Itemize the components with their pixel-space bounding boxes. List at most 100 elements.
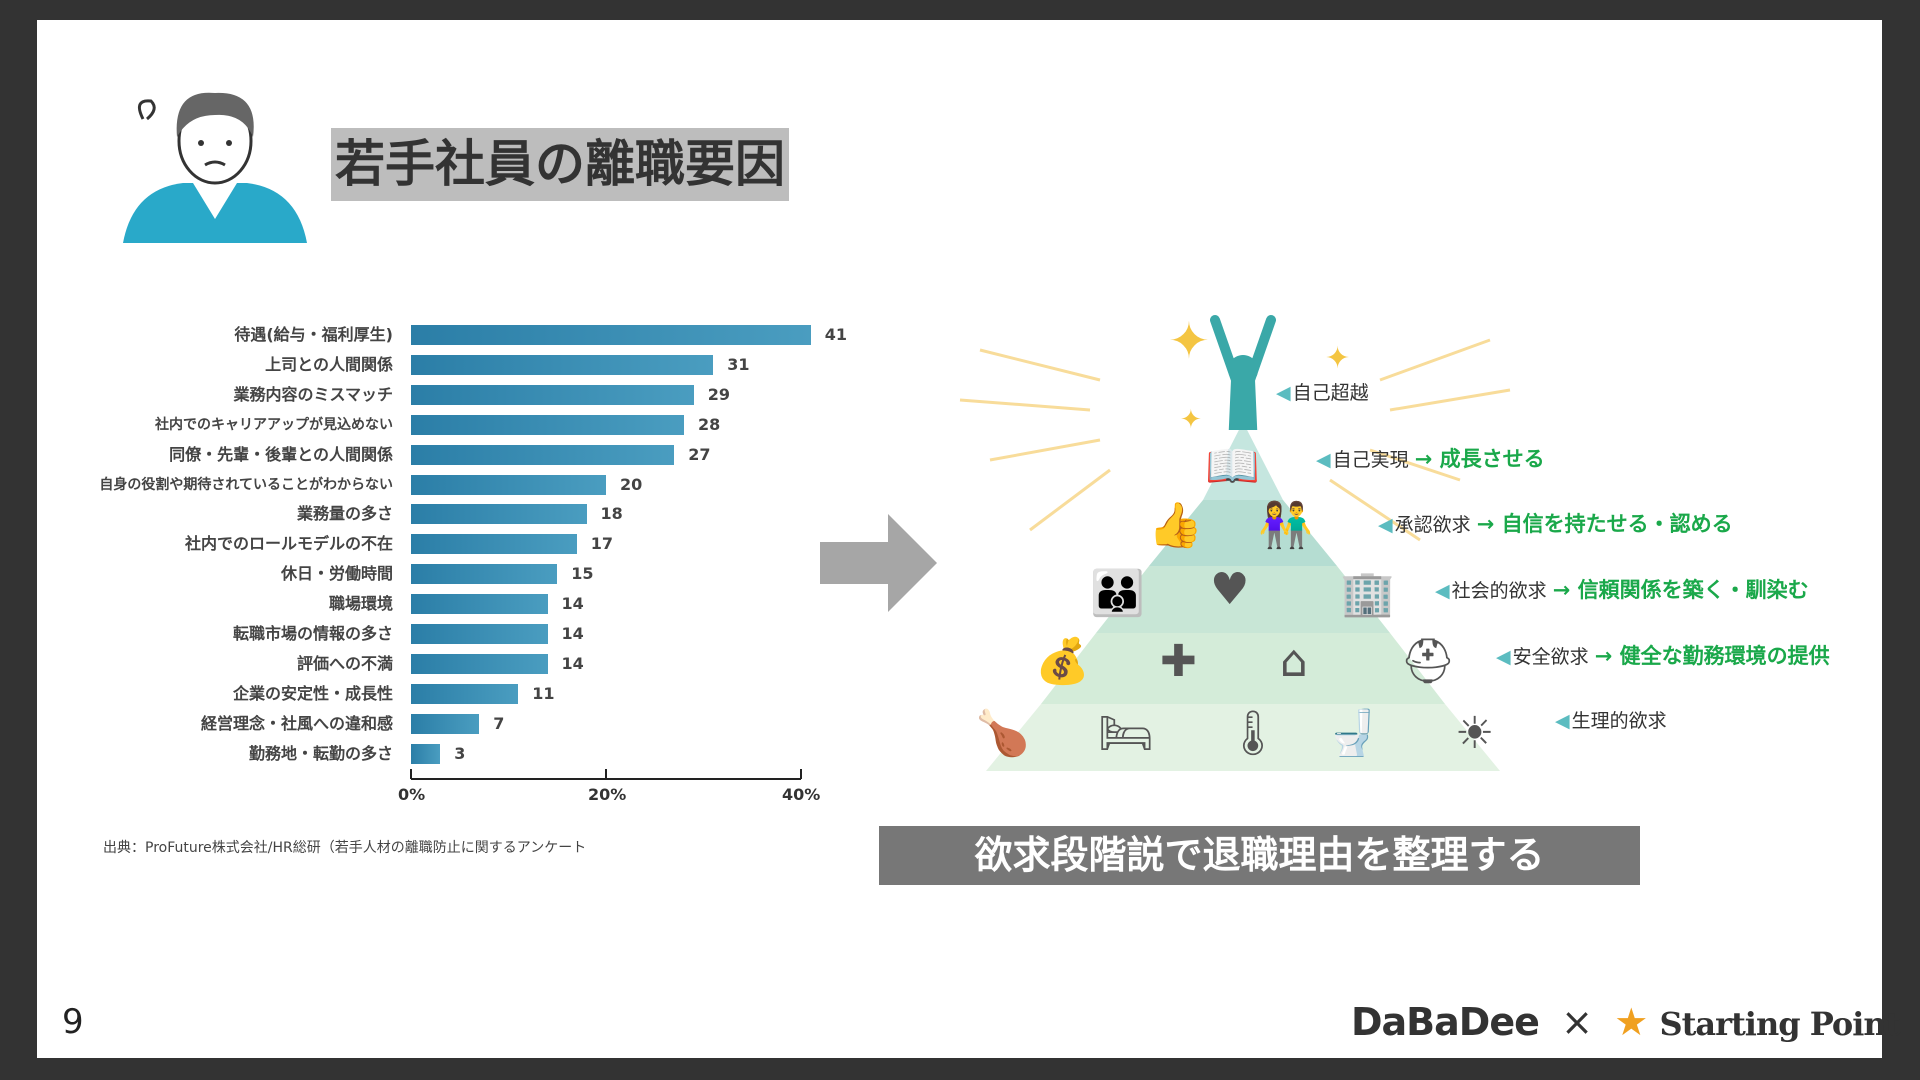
star-icon: ★ <box>1614 1000 1648 1044</box>
arrow-right-icon <box>820 514 937 612</box>
data-label: 3 <box>454 743 466 763</box>
level-name: 承認欲求 <box>1394 514 1471 536</box>
slide: 若手社員の離職要因 <box>37 20 1882 1058</box>
level-name: 安全欲求 <box>1512 646 1589 668</box>
triangle-left-icon: ◀ <box>1316 449 1331 471</box>
bar <box>411 624 548 644</box>
data-label: 27 <box>688 444 711 464</box>
pyramid-level-label: ◀ 承認欲求 → 自信を持たせる・認める <box>1378 512 1733 537</box>
first-aid-kit-icon: ✚ <box>1160 636 1197 687</box>
bar <box>411 653 548 674</box>
level-action: → 自信を持たせる・認める <box>1476 512 1733 536</box>
thermometer-icon: 🌡 <box>1225 708 1281 759</box>
family-icon: 👪 <box>1090 568 1145 619</box>
bar <box>411 414 684 435</box>
summary-banner: 欲求段階説で退職理由を整理する <box>879 826 1640 885</box>
bar <box>411 713 480 734</box>
data-label: 11 <box>532 683 555 703</box>
svg-text:✦: ✦ <box>1168 312 1210 370</box>
money-bag-icon: 💰 <box>1035 636 1090 687</box>
x-tick: 0% <box>398 785 426 804</box>
level-name: 自己実現 <box>1332 449 1409 471</box>
maslow-pyramid: ✦ ✦ ✦ <box>959 312 1511 771</box>
category-label: 休日・労働時間 <box>280 564 393 584</box>
x-axis <box>410 769 802 780</box>
pyramid-level-label: ◀ 安全欲求 → 健全な勤務環境の提供 <box>1496 644 1830 669</box>
data-label: 7 <box>493 713 505 733</box>
data-label: 14 <box>561 624 584 643</box>
people-icon: 👫 <box>1258 500 1313 551</box>
category-label: 評価への不満 <box>296 653 393 673</box>
data-label: 17 <box>590 534 614 554</box>
triangle-left-icon: ◀ <box>1435 580 1450 602</box>
category-label: 業務量の多さ <box>296 504 393 524</box>
category-label: 社内でのロールモデルの不在 <box>184 534 393 554</box>
category-label: 勤務地・転勤の多さ <box>248 743 393 763</box>
data-label: 15 <box>571 564 594 584</box>
sun-icon: ☀ <box>1455 708 1495 759</box>
bar <box>411 384 694 405</box>
data-label: 29 <box>707 384 731 404</box>
x-tick: 20% <box>588 785 627 804</box>
triangle-left-icon: ◀ <box>1555 710 1570 732</box>
category-label: 自身の役割や期待されていることがわからない <box>99 476 393 493</box>
bar <box>411 594 548 615</box>
level-name: 生理的欲求 <box>1571 710 1667 732</box>
building-icon: 🏢 <box>1340 568 1395 619</box>
bar <box>411 354 714 375</box>
category-label: 待遇(給与・福利厚生) <box>234 325 393 344</box>
brand-logos: DaBaDee × ★ Starting Point <box>1351 1000 1901 1044</box>
data-label: 20 <box>620 474 643 494</box>
category-label: 企業の安定性・成長性 <box>232 683 393 703</box>
category-label: 上司との人間関係 <box>265 354 393 374</box>
data-label: 28 <box>698 414 721 434</box>
bar <box>411 325 811 345</box>
pyramid-level-label: ◀ 自己実現 → 成長させる <box>1316 447 1545 472</box>
data-label: 14 <box>561 594 584 614</box>
category-label: 業務内容のミスマッチ <box>233 384 393 404</box>
triangle-left-icon: ◀ <box>1496 646 1511 668</box>
data-label: 18 <box>600 504 623 524</box>
bar <box>411 444 675 465</box>
bar <box>411 474 606 495</box>
level-action: → 健全な勤務環境の提供 <box>1594 644 1830 668</box>
data-label: 14 <box>561 653 584 673</box>
page-title: 若手社員の離職要因 <box>331 128 789 201</box>
category-label: 転職市場の情報の多さ <box>232 624 393 643</box>
book-icon: 📖 <box>1205 441 1260 492</box>
bar <box>411 743 441 764</box>
toilet-icon: 🚽 <box>1325 708 1380 759</box>
collab-sign: × <box>1561 1000 1593 1044</box>
svg-text:✦: ✦ <box>1180 405 1202 435</box>
svg-text:✦: ✦ <box>1325 341 1350 376</box>
category-label: 同僚・先輩・後輩との人間関係 <box>169 444 393 464</box>
pyramid-level-label: ◀ 社会的欲求 → 信頼関係を築く・馴染む <box>1435 578 1809 603</box>
bar <box>411 534 577 555</box>
category-label: 社内でのキャリアアップが見込めない <box>155 416 393 433</box>
triangle-left-icon: ◀ <box>1378 514 1393 536</box>
house-icon: ⌂ <box>1280 636 1308 687</box>
x-tick: 40% <box>782 785 821 804</box>
data-label: 41 <box>824 325 848 344</box>
dabadee-logo: DaBaDee <box>1351 1000 1540 1044</box>
bar <box>411 504 587 525</box>
level-action: → 成長させる <box>1414 447 1545 471</box>
heart-icon: ♥ <box>1210 564 1250 615</box>
source-note: 出典：ProFuture株式会社/HR総研（若手人材の離職防止に関するアンケート <box>103 840 587 856</box>
level-name: 自己超越 <box>1292 382 1369 404</box>
worried-person-illustration <box>123 92 307 243</box>
triangle-left-icon: ◀ <box>1276 382 1291 404</box>
thumbs-up-icon: 👍 <box>1148 500 1203 551</box>
helmet-icon: ⛑ <box>1400 636 1456 687</box>
level-action: → 信頼関係を築く・馴染む <box>1552 578 1809 602</box>
pyramid-level-label: ◀ 生理的欲求 <box>1555 708 1667 733</box>
level-name: 社会的欲求 <box>1451 580 1547 602</box>
bar <box>411 683 519 704</box>
pyramid-level-label: ◀ 自己超越 <box>1276 380 1369 405</box>
page-number: 9 <box>62 1002 84 1042</box>
chicken-leg-icon: 🍗 <box>975 708 1030 759</box>
starting-point-logo: Starting Point <box>1659 1005 1901 1043</box>
sleep-bed-icon: 🛏 <box>1098 708 1154 759</box>
bar <box>411 564 558 585</box>
category-label: 職場環境 <box>328 594 393 614</box>
